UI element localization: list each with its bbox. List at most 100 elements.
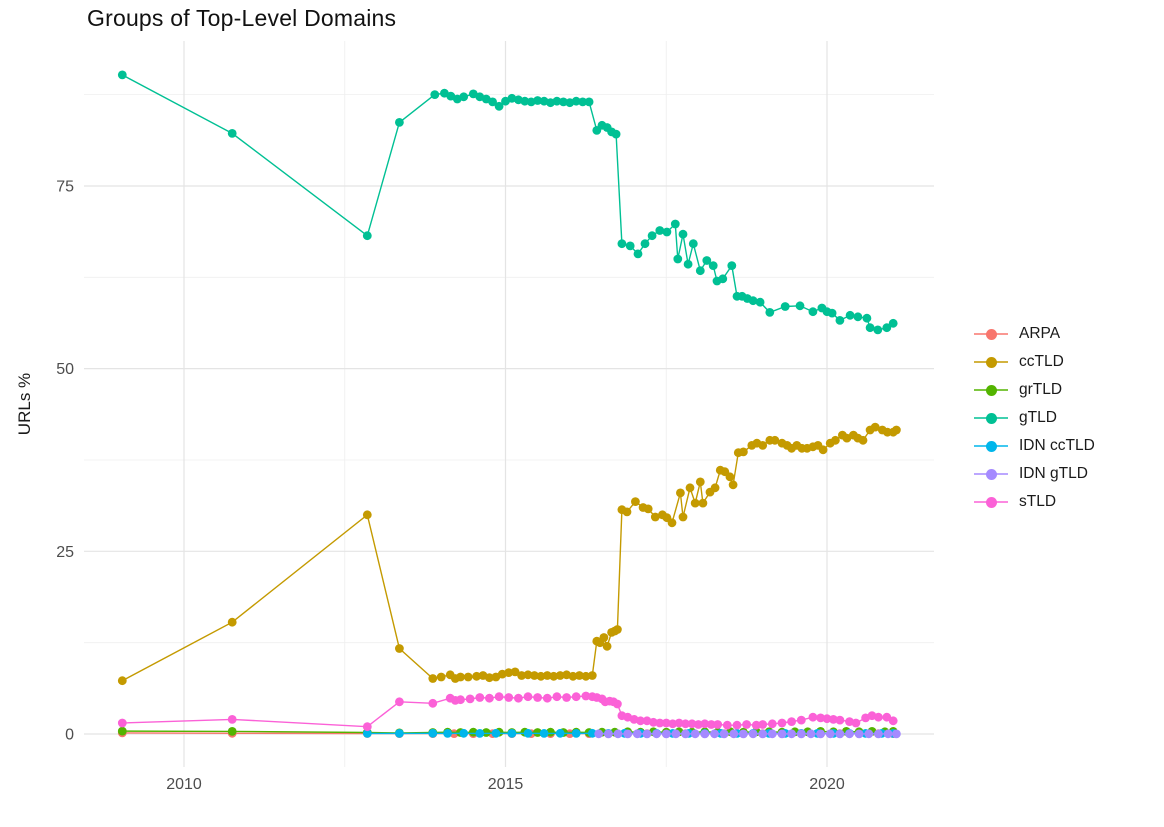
data-point — [647, 231, 657, 241]
data-point — [491, 728, 501, 738]
data-point — [395, 644, 404, 653]
data-point — [552, 96, 562, 106]
data-point — [725, 472, 735, 482]
legend-label: grTLD — [1019, 381, 1063, 398]
data-point — [870, 422, 880, 432]
data-point — [882, 712, 892, 722]
data-point — [710, 729, 719, 739]
series-ccTLD — [117, 422, 901, 686]
axis-tick-labels: 0 25 50 75 2010 2015 2020 — [56, 178, 845, 793]
data-point — [587, 671, 597, 680]
data-point — [722, 720, 732, 730]
legend-label: ARPA — [1019, 325, 1061, 342]
legend-key-dot — [985, 496, 997, 508]
legend-key-dot — [985, 440, 997, 452]
data-point — [485, 673, 494, 683]
data-point — [117, 676, 127, 686]
data-point — [858, 435, 868, 445]
data-point — [428, 728, 438, 738]
data-point — [864, 729, 874, 739]
legend-item-gTLD: gTLD — [974, 404, 1095, 432]
data-point — [485, 693, 494, 703]
x-tick-label: 2015 — [488, 776, 524, 793]
data-point — [533, 728, 542, 737]
data-point — [362, 510, 372, 520]
data-point — [748, 296, 758, 306]
data-point — [816, 713, 825, 723]
data-point — [542, 671, 552, 680]
data-point — [661, 729, 671, 739]
data-point — [827, 308, 837, 318]
data-point — [622, 507, 632, 517]
data-point — [706, 720, 716, 729]
data-point — [581, 691, 591, 701]
legend-key-icon — [974, 409, 1008, 427]
data-point — [681, 719, 690, 729]
data-point — [825, 729, 835, 739]
data-point — [530, 671, 539, 680]
data-point — [117, 726, 127, 736]
data-point — [395, 697, 404, 707]
data-point — [806, 729, 816, 739]
data-point — [436, 672, 446, 682]
data-point — [494, 101, 504, 111]
data-point — [581, 671, 591, 681]
data-point — [428, 698, 438, 708]
data-point — [796, 729, 806, 739]
data-point — [674, 718, 684, 728]
data-point — [874, 712, 883, 722]
legend-key-dot — [985, 356, 997, 368]
data-point — [604, 729, 613, 739]
data-point — [613, 625, 622, 634]
data-point — [636, 716, 645, 726]
data-point — [523, 670, 533, 680]
data-point — [599, 633, 609, 642]
data-point — [468, 727, 478, 737]
data-point — [571, 96, 581, 106]
legend-item-ccTLD: ccTLD — [974, 348, 1095, 376]
data-point — [507, 729, 517, 738]
data-point — [845, 310, 855, 320]
legend-key-icon — [974, 325, 1008, 343]
data-point — [594, 729, 604, 739]
data-point — [808, 712, 818, 722]
data-point — [808, 307, 818, 317]
data-point — [727, 261, 737, 270]
data-point — [719, 729, 729, 739]
data-point — [472, 671, 481, 681]
legend-item-grTLD: grTLD — [974, 376, 1095, 404]
data-point — [694, 720, 703, 729]
data-point — [456, 695, 465, 705]
data-point — [685, 483, 695, 493]
data-point — [874, 729, 883, 739]
y-tick-label: 50 — [56, 361, 74, 378]
data-point — [862, 313, 872, 323]
data-point — [459, 92, 469, 102]
data-point — [227, 129, 237, 138]
data-point — [787, 717, 796, 726]
data-point — [578, 97, 588, 107]
data-point — [713, 720, 723, 729]
data-point — [710, 483, 720, 493]
legend-key-dot — [985, 412, 997, 424]
data-point — [892, 729, 901, 739]
legend-label: gTLD — [1019, 409, 1057, 426]
data-point — [640, 239, 650, 249]
legend-label: ccTLD — [1019, 353, 1064, 370]
data-point — [751, 720, 761, 730]
data-point — [523, 692, 533, 702]
data-point — [702, 256, 712, 265]
data-point — [670, 219, 680, 229]
data-point — [475, 729, 485, 738]
data-point — [517, 671, 526, 680]
data-point — [829, 715, 838, 724]
data-point — [562, 693, 571, 702]
data-point — [539, 729, 549, 738]
data-point — [700, 729, 710, 739]
data-point — [732, 720, 742, 730]
series-gTLD — [117, 70, 898, 335]
data-point — [632, 729, 642, 739]
data-point — [718, 274, 728, 284]
data-point — [523, 728, 533, 738]
data-point — [463, 672, 473, 682]
